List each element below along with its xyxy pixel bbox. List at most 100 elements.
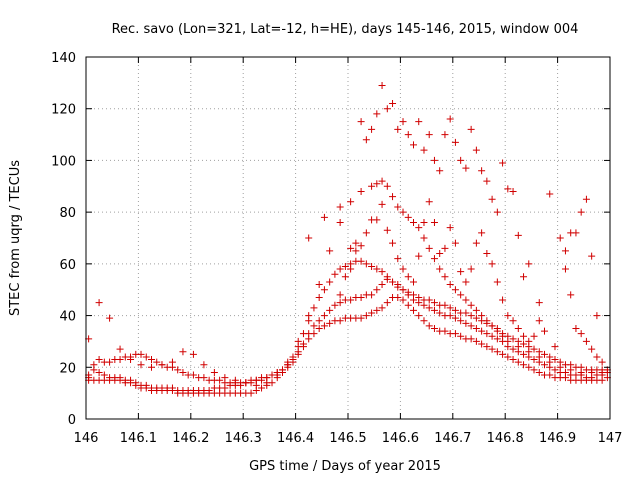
data-point: [383, 299, 391, 307]
data-point: [399, 296, 407, 304]
data-point: [415, 252, 423, 260]
data-point: [588, 368, 596, 376]
data-point: [509, 317, 517, 325]
data-point: [582, 195, 590, 203]
data-point: [541, 350, 548, 358]
data-point: [378, 304, 386, 312]
data-point: [352, 247, 360, 255]
data-point: [378, 81, 386, 89]
data-point: [331, 270, 339, 278]
data-point: [483, 317, 491, 325]
data-point: [389, 278, 397, 286]
data-point: [142, 353, 150, 361]
data-point: [294, 337, 302, 345]
data-point: [368, 309, 376, 317]
data-point: [299, 340, 307, 348]
data-point: [357, 293, 365, 301]
data-point: [467, 265, 475, 273]
data-point: [577, 330, 585, 338]
data-point: [404, 273, 412, 281]
y-tick-label: 60: [59, 258, 76, 273]
data-point: [430, 299, 438, 307]
data-point: [373, 110, 381, 118]
y-tick-label: 120: [51, 103, 76, 118]
data-point: [488, 195, 496, 203]
data-point: [158, 361, 166, 369]
data-point: [546, 371, 554, 379]
data-point: [221, 374, 229, 382]
data-point: [205, 387, 213, 395]
data-point: [347, 296, 355, 304]
data-point: [357, 118, 365, 126]
data-point: [546, 358, 554, 366]
data-point: [315, 325, 323, 332]
data-point: [483, 250, 491, 258]
data-point: [310, 322, 318, 330]
y-tick-label: 40: [59, 310, 76, 325]
data-point: [336, 203, 344, 211]
data-point: [561, 247, 569, 255]
data-point: [514, 231, 522, 239]
x-tick-label: 146: [74, 431, 99, 446]
data-point: [451, 314, 459, 322]
data-point: [567, 291, 575, 299]
data-point: [95, 368, 103, 376]
data-point: [598, 358, 606, 366]
data-point: [535, 317, 543, 325]
data-point: [541, 327, 548, 335]
data-point: [410, 218, 417, 226]
data-point: [467, 312, 475, 320]
data-point: [106, 314, 114, 322]
y-tick-labels: 0 20 40 60 80 100 120 140: [51, 51, 76, 428]
data-point: [378, 268, 386, 276]
data-point: [441, 244, 449, 252]
data-point: [451, 306, 459, 314]
data-point: [336, 291, 344, 299]
x-tick-label: 146.7: [434, 431, 471, 446]
data-point: [520, 273, 528, 281]
data-point: [451, 330, 459, 338]
data-point: [137, 361, 145, 369]
data-point: [488, 345, 496, 353]
axis-ticks: [85, 56, 611, 420]
data-point: [446, 224, 454, 232]
data-point: [525, 363, 533, 371]
data-point: [326, 306, 334, 314]
data-point: [399, 265, 407, 273]
data-point: [457, 268, 465, 276]
data-point: [520, 361, 528, 369]
data-point: [425, 322, 433, 330]
data-point: [189, 371, 197, 379]
data-point: [509, 187, 517, 195]
data-point: [389, 193, 397, 201]
data-point: [242, 379, 250, 387]
data-point: [373, 216, 381, 224]
data-point: [436, 250, 444, 258]
data-point: [488, 260, 496, 268]
x-tick-label: 146.8: [487, 431, 524, 446]
data-point: [216, 376, 224, 384]
data-point: [389, 100, 397, 108]
data-point: [415, 224, 423, 232]
data-point: [153, 358, 161, 366]
data-point: [399, 286, 407, 294]
data-point: [457, 317, 465, 325]
data-point: [436, 167, 444, 175]
data-point: [368, 182, 376, 190]
data-point: [394, 283, 402, 291]
data-point: [383, 105, 391, 113]
data-point: [179, 348, 187, 356]
data-point: [514, 358, 522, 366]
data-point: [535, 299, 543, 307]
data-point: [383, 226, 391, 234]
data-points: [85, 81, 611, 397]
data-point: [509, 345, 517, 353]
data-point: [561, 265, 569, 273]
data-point: [556, 234, 564, 242]
data-point: [336, 218, 344, 226]
data-point: [336, 299, 344, 307]
data-point: [357, 257, 365, 265]
data-point: [373, 306, 381, 314]
data-point: [373, 286, 381, 294]
data-point: [399, 118, 407, 126]
